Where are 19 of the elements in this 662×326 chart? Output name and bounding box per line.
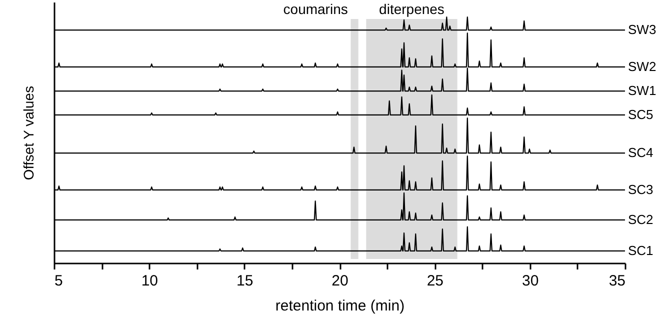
series-label: SC3 <box>628 182 654 197</box>
x-tick-label: 30 <box>522 272 539 290</box>
x-axis-title: retention time (min) <box>275 298 405 314</box>
series-label: SC2 <box>628 212 654 227</box>
series-label: SC1 <box>628 242 654 258</box>
x-tick-label: 20 <box>332 272 348 290</box>
series-label: SW2 <box>628 58 656 74</box>
series-label: SC5 <box>628 106 654 122</box>
series-label: SW3 <box>628 22 656 38</box>
series-label: SW1 <box>628 83 656 98</box>
x-tick-label: 5 <box>54 272 63 290</box>
x-tick-label: 10 <box>141 272 158 290</box>
x-tick-label: 25 <box>426 272 444 290</box>
band-label: diterpenes <box>379 1 444 17</box>
series-label: SC4 <box>628 145 654 160</box>
x-tick-label: 15 <box>236 272 254 290</box>
y-axis-title: Offset Y values <box>20 86 36 180</box>
x-tick-label: 35 <box>608 272 626 290</box>
band-label: coumarins <box>283 1 348 17</box>
